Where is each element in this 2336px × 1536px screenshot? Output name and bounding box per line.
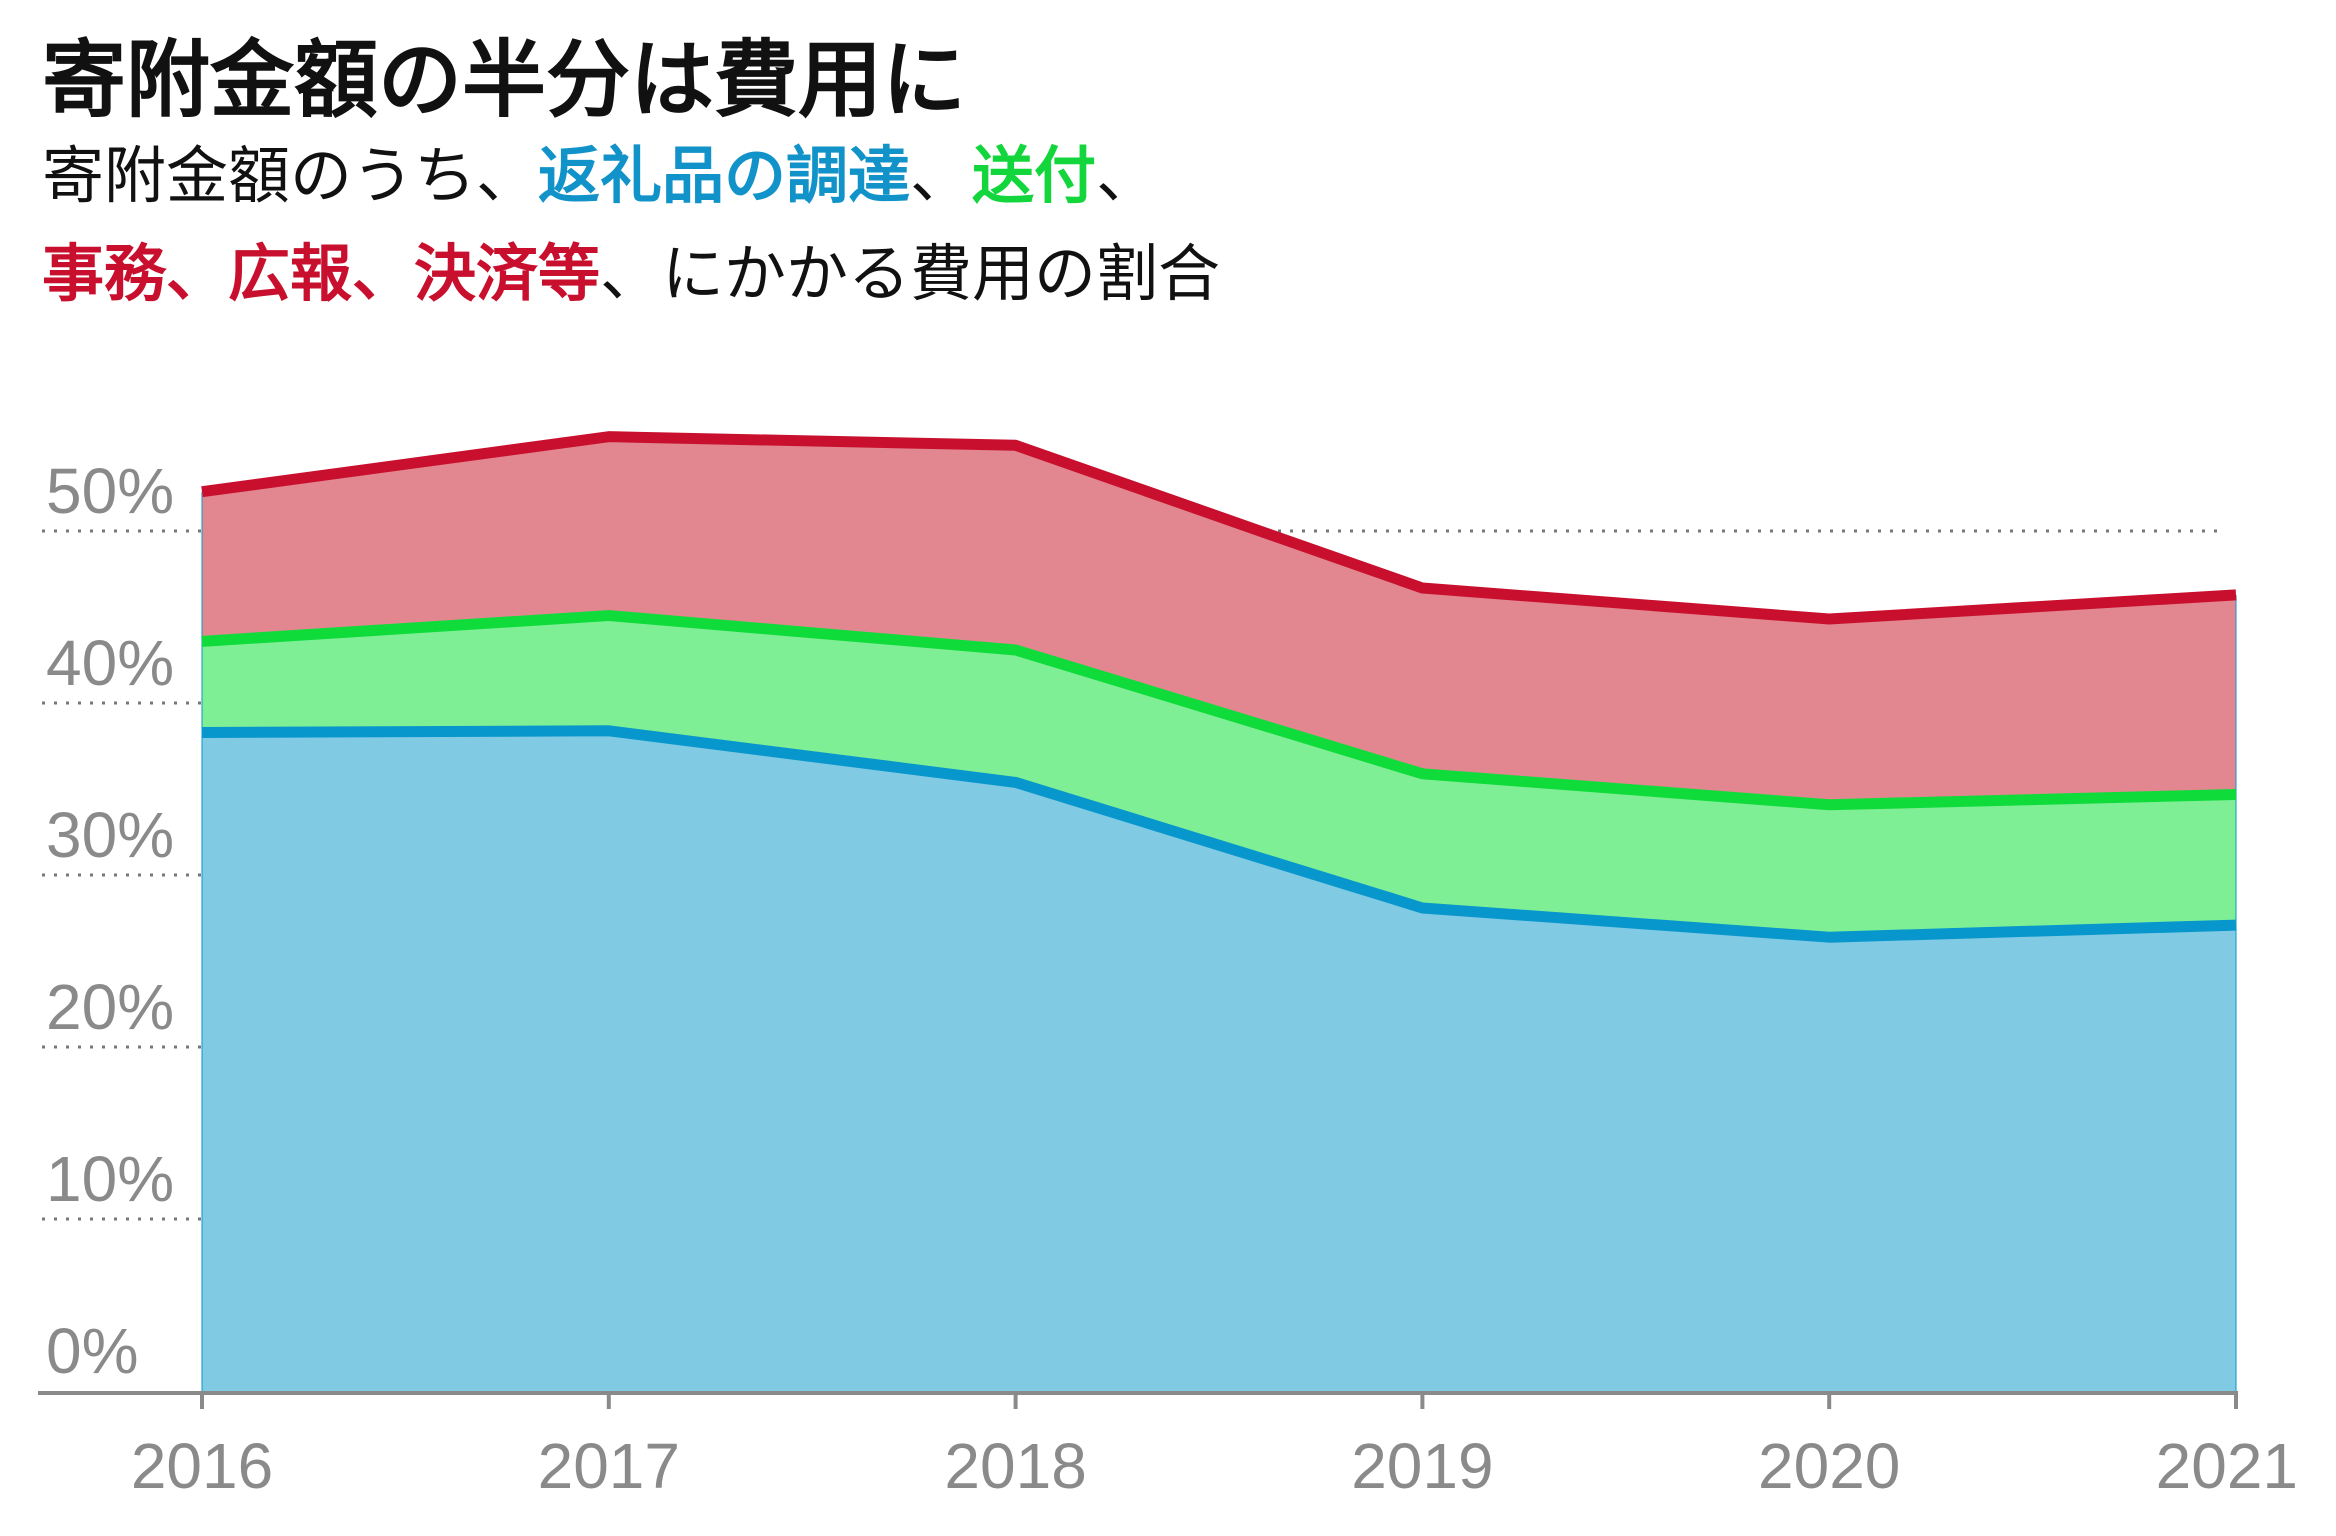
y-tick-label: 50% [46, 455, 174, 527]
area-shipping [202, 615, 2236, 938]
series-line-procurement [201, 725, 2237, 943]
subtitle-suffix: 、にかかる費用の割合 [600, 237, 1221, 310]
area-procurement [202, 730, 2236, 1393]
y-tick-label: 10% [46, 1143, 174, 1215]
legend-label-procurement: 返礼品の調達 [538, 139, 911, 212]
y-tick-label: 0% [46, 1315, 139, 1387]
chart-title: 寄附金額の半分は費用に [42, 31, 967, 129]
subtitle-separator-1: 、 [910, 139, 973, 212]
y-tick-label: 30% [46, 799, 174, 871]
x-tick-label: 2016 [131, 1430, 273, 1502]
y-axis-labels: 0% 10% 20% 30% 40% 50% [46, 455, 174, 1387]
x-tick-label: 2019 [1351, 1430, 1493, 1502]
y-tick-label: 40% [46, 627, 174, 699]
x-tick-label: 2020 [1758, 1430, 1900, 1502]
x-tick-label: 2018 [944, 1430, 1086, 1502]
series-lines [201, 431, 2237, 943]
x-axis [38, 1391, 2238, 1409]
subtitle-prefix: 寄附金額のうち、 [42, 139, 539, 212]
series-line-shipping [201, 610, 2237, 811]
y-tick-label: 20% [46, 971, 174, 1043]
series-line-admin [201, 431, 2237, 625]
x-tick-label: 2021 [2156, 1430, 2298, 1502]
chart-subtitle-line-2: 事務、広報、決済等、にかかる費用の割合 [42, 238, 1220, 309]
x-tick-label: 2017 [538, 1430, 680, 1502]
area-fills [201, 436, 2237, 1393]
x-axis-labels: 2016 2017 2018 2019 2020 2021 [131, 1430, 2298, 1502]
area-admin [202, 436, 2236, 805]
legend-label-admin: 事務、広報、決済等 [42, 237, 601, 310]
legend-label-shipping: 送付 [972, 139, 1097, 212]
chart-subtitle-line-1: 寄附金額のうち、返礼品の調達、送付、 [42, 140, 1158, 211]
subtitle-separator-2: 、 [1096, 139, 1159, 212]
